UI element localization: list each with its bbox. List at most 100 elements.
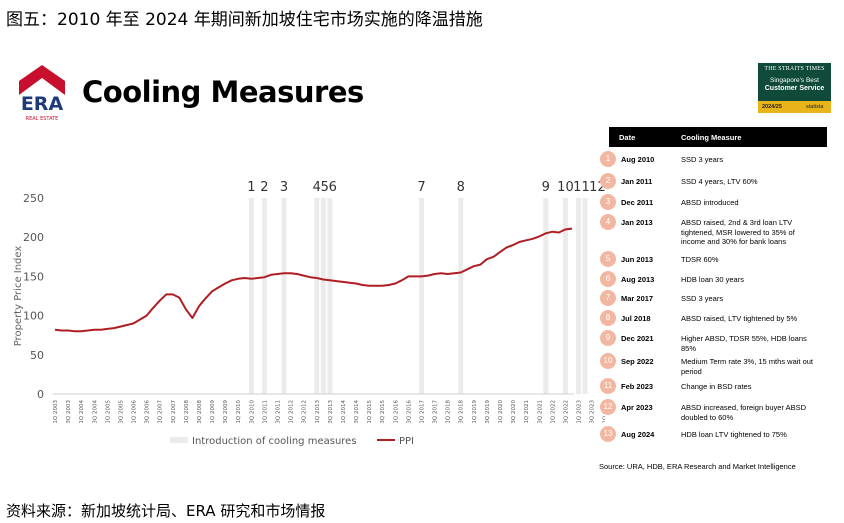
measure-date: Sep 2022 (621, 357, 654, 366)
x-tick-label: 3Q 2021 (537, 400, 543, 424)
cooling-label: 9 (542, 180, 550, 195)
measure-date: Jul 2018 (621, 314, 651, 323)
x-tick-label: 3Q 2018 (459, 400, 465, 424)
x-tick-label: 1Q 2020 (498, 400, 504, 424)
x-tick-label: 3Q 2014 (354, 400, 360, 424)
badge-line3: Customer Service (764, 85, 825, 92)
measure-text: ABSD introduced (681, 198, 739, 207)
measure-date: Dec 2021 (621, 334, 654, 343)
measure-number-badge: 10 (600, 353, 616, 369)
x-tick-label: 1Q 2004 (79, 400, 85, 424)
ppi-line (54, 227, 573, 333)
badge-year: 2024/25 (762, 104, 782, 110)
cooling-band (576, 198, 582, 394)
measure-date: Dec 2011 (621, 198, 654, 207)
x-tick-label: 1Q 2012 (289, 400, 295, 424)
x-tick-label: 1Q 2008 (184, 400, 190, 424)
measure-date: Feb 2023 (621, 382, 654, 391)
cooling-band (327, 198, 333, 394)
measure-date: Jan 2013 (621, 218, 653, 227)
cooling-band (261, 198, 267, 394)
x-tick-label: 1Q 2010 (236, 400, 242, 424)
y-tick-label: 0 (37, 388, 44, 401)
measure-text: ABSD raised, 2nd & 3rd loan LTV tightene… (681, 218, 795, 246)
cooling-band (320, 198, 326, 394)
header-date: Date (619, 133, 636, 142)
x-tick-label: 3Q 2005 (118, 400, 124, 424)
x-tick-label: 1Q 2014 (341, 400, 347, 424)
legend-band-label: Introduction of cooling measures (192, 436, 357, 447)
x-tick-label: 1Q 2015 (367, 400, 373, 424)
badge-line2: Singapore's Best (770, 77, 819, 84)
measure-date: Aug 2013 (621, 275, 655, 284)
cooling-label: 11 (573, 180, 590, 195)
x-tick-label: 1Q 2011 (262, 400, 268, 424)
x-tick-label: 1Q 2013 (315, 400, 321, 424)
measure-number-badge: 6 (600, 271, 616, 287)
measure-date: Aug 2024 (621, 430, 655, 439)
y-tick-label: 200 (23, 231, 44, 244)
x-tick-label: 1Q 2005 (105, 400, 111, 424)
era-logo-subtext: REAL ESTATE (26, 116, 59, 122)
x-tick-label: 3Q 2009 (223, 400, 229, 424)
measure-number-badge: 13 (600, 426, 616, 442)
y-tick-label: 150 (23, 270, 44, 283)
measure-number-badge: 5 (600, 251, 616, 267)
measure-number-badge: 8 (600, 310, 616, 326)
x-tick-label: 1Q 2017 (419, 400, 425, 424)
badge-footer: 2024/25 statista (758, 101, 831, 113)
x-tick-label: 3Q 2008 (197, 400, 203, 424)
measure-date: Jan 2011 (621, 177, 653, 186)
x-tick-label: 3Q 2022 (563, 400, 569, 424)
legend-band-swatch (170, 437, 188, 443)
badge-partner: statista (806, 104, 824, 110)
cooling-label: 5 (321, 180, 329, 195)
measure-number-badge: 2 (600, 173, 616, 189)
measure-number-badge: 9 (600, 330, 616, 346)
measure-text: ABSD raised, LTV tightened by 5% (681, 314, 798, 323)
x-tick-label: 3Q 2019 (485, 400, 491, 424)
slide-headline: Cooling Measures (82, 75, 364, 109)
x-tick-label: 3Q 2006 (145, 400, 151, 424)
ppi-chart: 12345678910111213050100150200250Property… (13, 180, 605, 447)
x-tick-label: 1Q 2009 (210, 400, 216, 424)
measure-number-badge: 1 (600, 151, 616, 167)
era-logo: ERA REAL ESTATE (19, 65, 65, 122)
measure-number-badge: 4 (600, 214, 616, 230)
x-tick-label: 1Q 2003 (53, 400, 59, 424)
measure-text: Medium Term rate 3%, 15 mths wait out pe… (681, 357, 813, 376)
x-tick-label: 1Q 2006 (132, 400, 138, 424)
y-tick-label: 50 (30, 349, 44, 362)
era-roof-shape (19, 65, 65, 95)
measure-text: SSD 3 years (681, 294, 724, 303)
x-tick-label: 3Q 2007 (171, 400, 177, 424)
measure-date: Apr 2023 (621, 403, 653, 412)
table-header: Date Cooling Measure (609, 127, 827, 147)
cooling-band (458, 198, 464, 394)
x-tick-label: 3Q 2015 (380, 400, 386, 424)
era-logo-text: ERA (21, 93, 64, 115)
figure-title: 图五：2010 年至 2024 年期间新加坡住宅市场实施的降温措施 (6, 10, 483, 30)
cooling-label: 3 (280, 180, 288, 195)
x-tick-label: 3Q 2004 (92, 400, 98, 424)
x-tick-label: 3Q 2020 (511, 400, 517, 424)
measure-number-badge: 3 (600, 194, 616, 210)
cooling-label: 7 (417, 180, 425, 195)
x-tick-label: 1Q 2022 (550, 400, 556, 424)
x-tick-label: 3Q 2023 (590, 400, 596, 424)
measure-text: ABSD increased, foreign buyer ABSD doubl… (681, 403, 807, 422)
cooling-label: 1 (247, 180, 255, 195)
cooling-band (314, 198, 320, 394)
x-tick-label: 3Q 2003 (66, 400, 72, 424)
x-tick-label: 1Q 2021 (524, 400, 530, 424)
badge-line1: THE STRAITS TIMES (764, 66, 825, 72)
figure-source: 资料来源：新加坡统计局、ERA 研究和市场情报 (6, 502, 326, 520)
measure-text: SSD 4 years, LTV 60% (681, 177, 758, 186)
measure-text: SSD 3 years (681, 155, 724, 164)
y-tick-label: 250 (23, 192, 44, 205)
x-tick-label: 3Q 2017 (433, 400, 439, 424)
x-tick-label: 1Q 2023 (577, 400, 583, 424)
cooling-band (418, 198, 424, 394)
measure-number-badge: 12 (600, 399, 616, 415)
y-tick-label: 100 (23, 310, 44, 323)
